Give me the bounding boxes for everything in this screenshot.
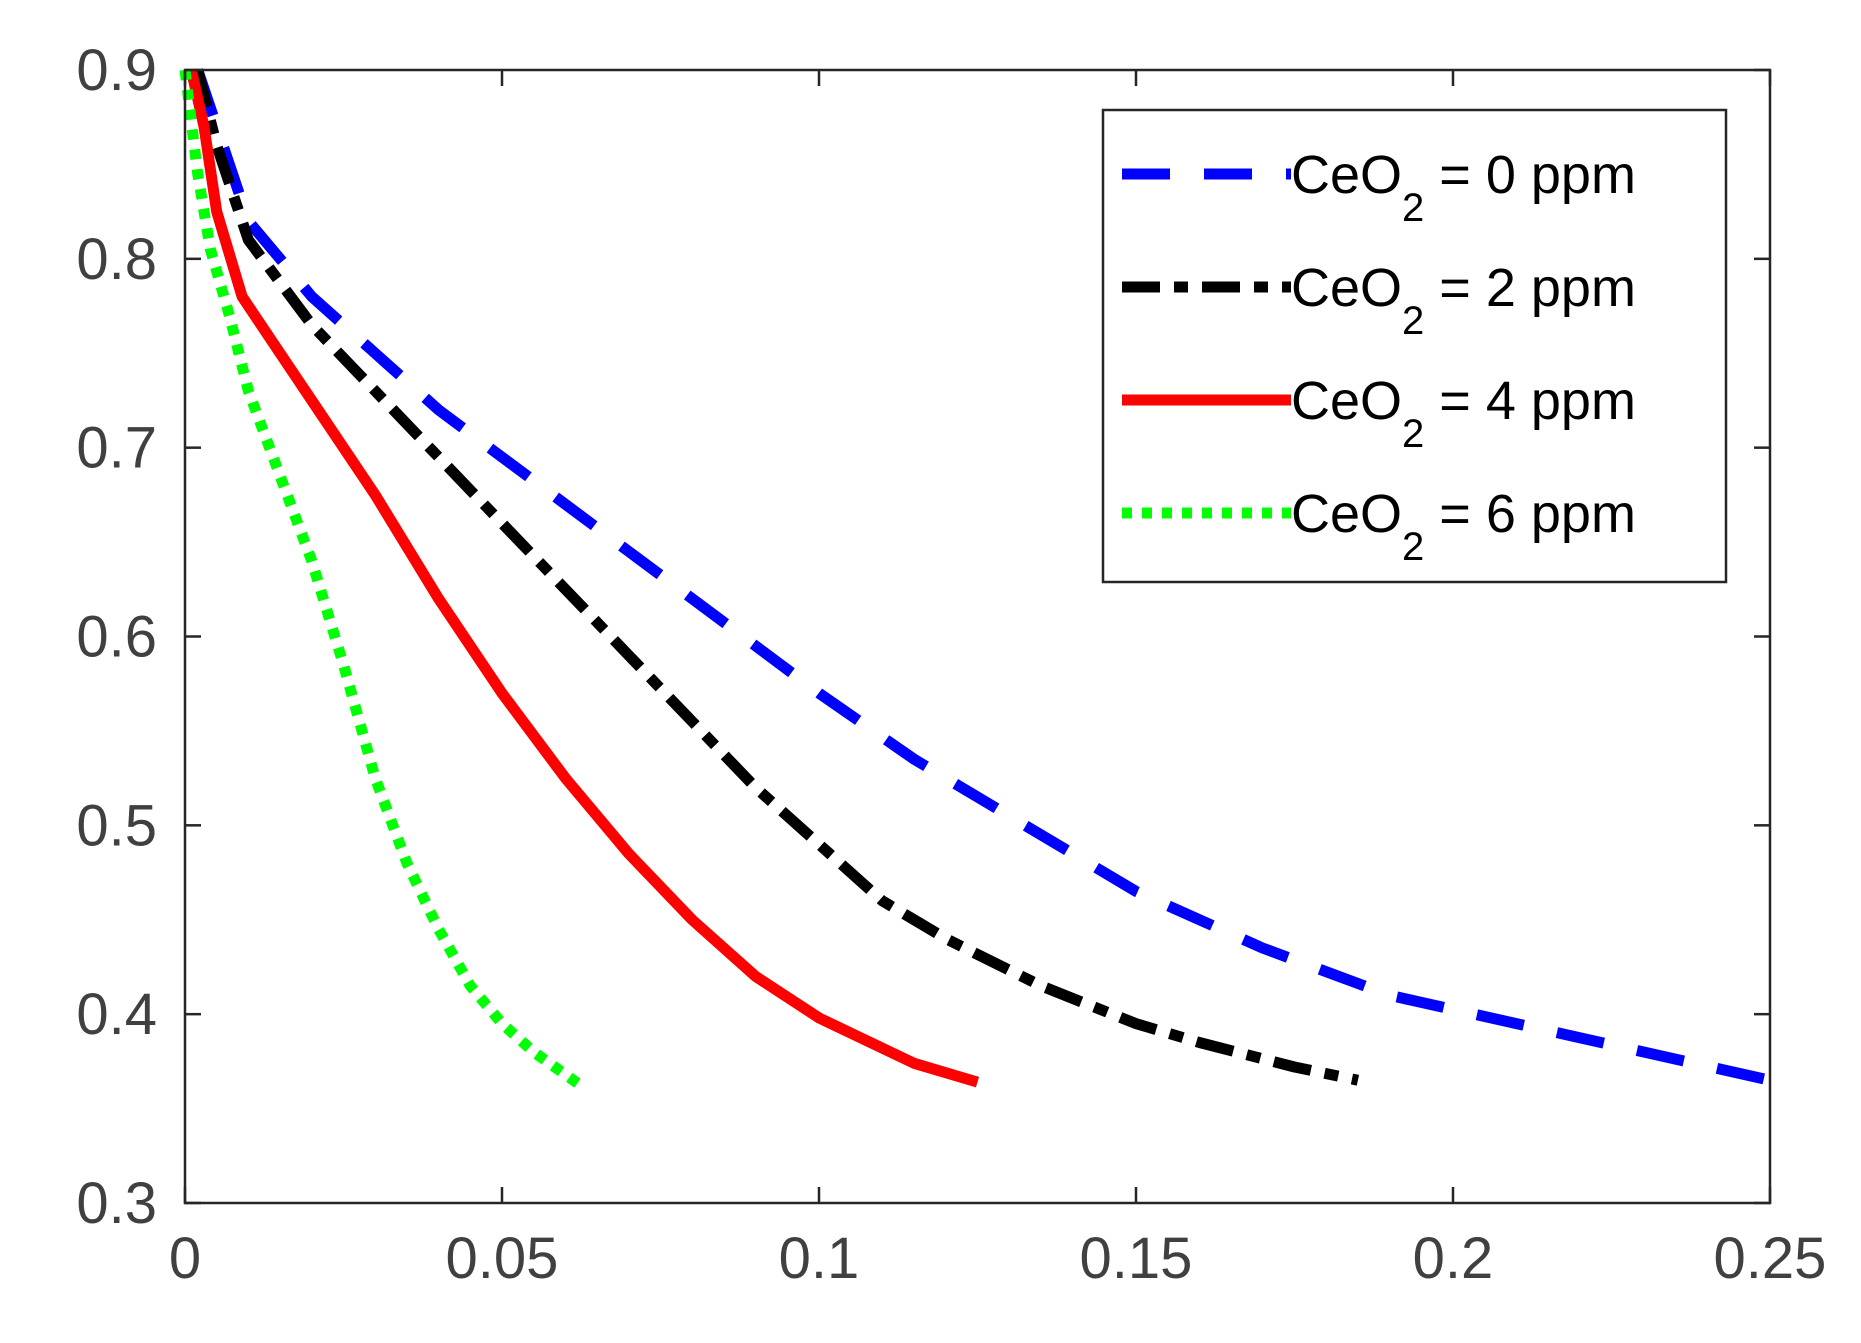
x-tick-label: 0.15	[1080, 1226, 1193, 1291]
series-layer	[179, 68, 1772, 1091]
y-tick-label: 0.6	[76, 605, 157, 670]
series-line-0	[192, 68, 1772, 1086]
series-line-2	[185, 68, 980, 1088]
legend-box	[1101, 108, 1728, 584]
x-tick-label: 0.1	[779, 1226, 860, 1291]
y-tick-label: 0.5	[76, 793, 157, 858]
series-line-1	[192, 68, 1360, 1086]
y-tick-label: 0.3	[76, 1171, 157, 1236]
y-tick-label: 0.4	[76, 982, 157, 1047]
legend-label-1: CeO2 = 2 ppm	[1291, 258, 1636, 343]
x-tick-label: 0.2	[1413, 1226, 1494, 1291]
legend: CeO2 = 0 ppm CeO2 = 2 ppm CeO2 = 4 ppm CeO2…	[1101, 108, 1728, 584]
x-tick-label: 0.25	[1714, 1226, 1827, 1291]
legend-label-2: CeO2 = 4 ppm	[1291, 371, 1636, 456]
x-tick-label: 0	[169, 1226, 201, 1291]
legend-label-3: CeO2 = 6 ppm	[1291, 484, 1636, 569]
axes: 0 0.05 0.1 0.15 0.2 0.25 0.3 0.4 0.5 0.6 0.7 0.8 0.9	[76, 38, 1826, 1291]
y-tick-label: 0.9	[76, 38, 157, 103]
legend-label-0: CeO2 = 0 ppm	[1291, 145, 1636, 230]
y-tick-label: 0.7	[76, 416, 157, 481]
x-tick-label: 0.05	[446, 1226, 559, 1291]
y-tick-label: 0.8	[76, 227, 157, 292]
